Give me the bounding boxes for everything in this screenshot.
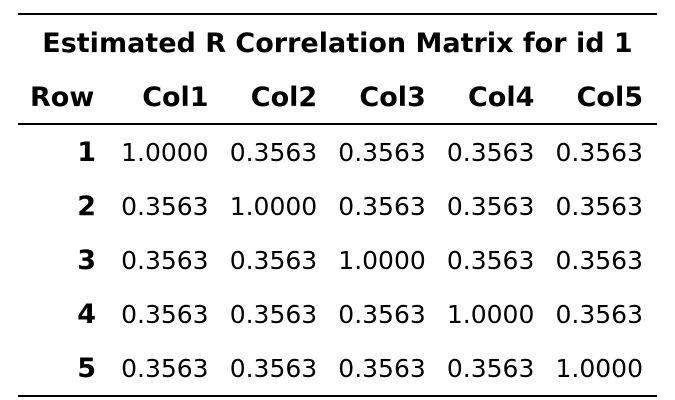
header-rule	[18, 123, 657, 125]
header-col2: Col2	[250, 81, 318, 113]
table-cell: 0.3563	[555, 245, 643, 275]
table-cell: 0.3563	[338, 353, 426, 383]
table-cell: 0.3563	[229, 137, 318, 167]
table-cell: 0.3563	[229, 245, 318, 275]
row-label: 3	[77, 244, 96, 276]
table-row: 5 0.3563 0.3563 0.3563 0.3563 1.0000	[18, 341, 657, 395]
table-cell: 0.3563	[121, 245, 209, 275]
header-row-label: Row	[30, 81, 95, 113]
row-label: 4	[77, 298, 96, 330]
table-cell: 1.0000	[446, 299, 535, 329]
correlation-matrix-table: Estimated R Correlation Matrix for id 1 …	[18, 13, 657, 397]
table-cell: 0.3563	[338, 299, 426, 329]
table-cell: 0.3563	[338, 191, 426, 221]
table-cell: 0.3563	[446, 191, 535, 221]
table-row: 3 0.3563 0.3563 1.0000 0.3563 0.3563	[18, 233, 657, 287]
header-col3: Col3	[359, 81, 426, 113]
table-cell: 0.3563	[446, 245, 535, 275]
row-label: 2	[77, 190, 96, 222]
table-cell: 0.3563	[446, 137, 535, 167]
table-cell: 0.3563	[555, 191, 643, 221]
top-rule	[18, 13, 657, 15]
table-cell: 1.0000	[338, 245, 426, 275]
row-label: 1	[77, 136, 96, 168]
row-label: 5	[77, 352, 96, 384]
table-cell: 0.3563	[229, 299, 318, 329]
table-cell: 0.3563	[446, 353, 535, 383]
table-cell: 1.0000	[121, 137, 209, 167]
table-cell: 0.3563	[229, 353, 318, 383]
table-row: 2 0.3563 1.0000 0.3563 0.3563 0.3563	[18, 179, 657, 233]
table-cell: 1.0000	[229, 191, 318, 221]
table-cell: 0.3563	[555, 299, 643, 329]
table-cell: 0.3563	[121, 191, 209, 221]
table-title: Estimated R Correlation Matrix for id 1	[42, 27, 633, 59]
table-cell: 0.3563	[555, 137, 643, 167]
table-cell: 1.0000	[555, 353, 643, 383]
header-col4: Col4	[467, 81, 535, 113]
table-cell: 0.3563	[121, 353, 209, 383]
header-col1: Col1	[142, 81, 209, 113]
header-row: Row Col1 Col2 Col3 Col4 Col5	[18, 71, 657, 123]
header-col5: Col5	[576, 81, 643, 113]
table-row: 1 1.0000 0.3563 0.3563 0.3563 0.3563	[18, 125, 657, 179]
table-cell: 0.3563	[338, 137, 426, 167]
bottom-rule	[18, 395, 657, 397]
table-cell: 0.3563	[121, 299, 209, 329]
table-row: 4 0.3563 0.3563 0.3563 1.0000 0.3563	[18, 287, 657, 341]
title-row: Estimated R Correlation Matrix for id 1	[18, 15, 657, 71]
matrix-table: Estimated R Correlation Matrix for id 1 …	[18, 15, 657, 395]
